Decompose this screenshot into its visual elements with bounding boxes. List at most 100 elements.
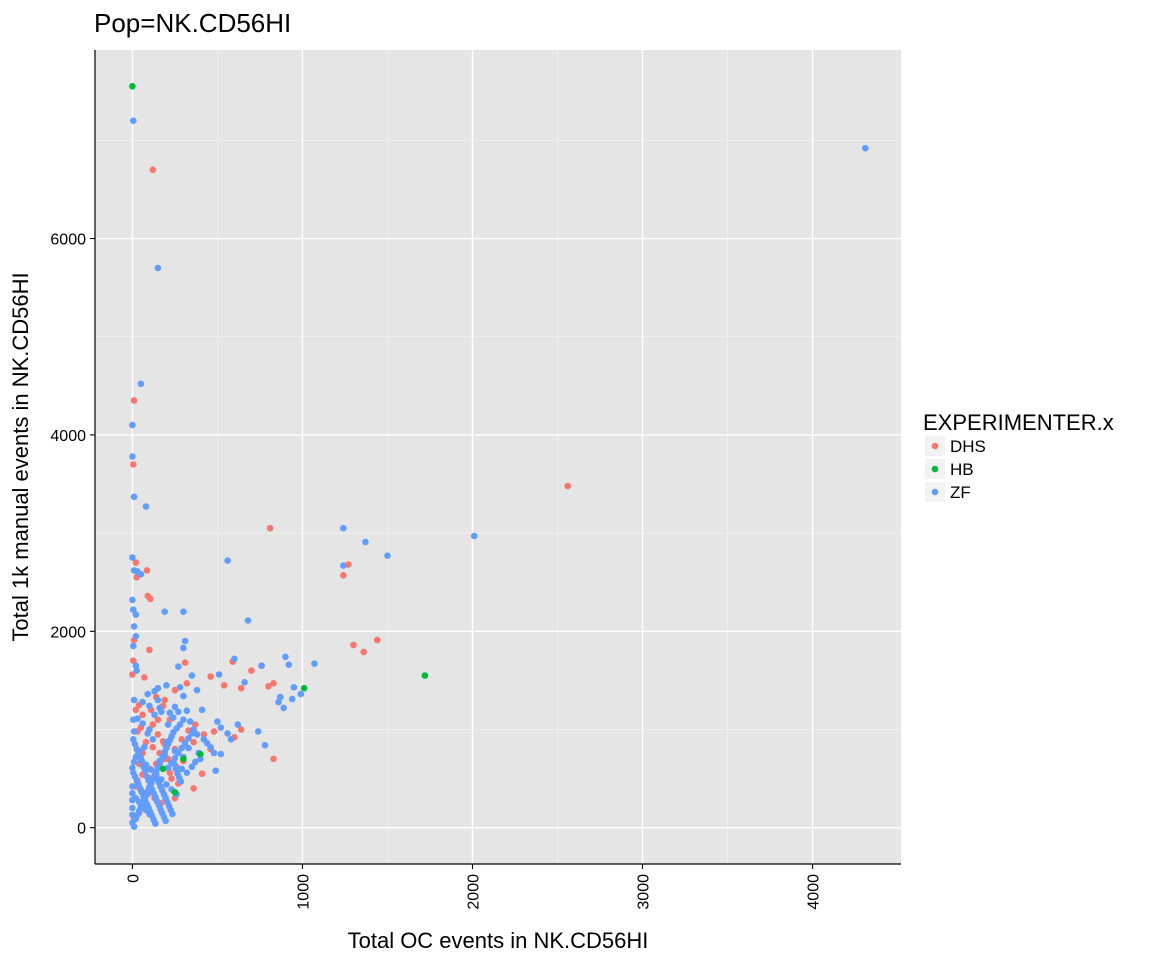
data-point-zf <box>192 758 199 766</box>
data-point-zf <box>181 637 189 645</box>
legend-label-dhs: DHS <box>950 437 986 456</box>
data-point-dhs <box>183 680 191 687</box>
data-point-dhs <box>181 659 189 666</box>
data-point-zf <box>129 554 136 561</box>
data-point-dhs <box>374 636 381 644</box>
data-point-zf <box>188 763 196 771</box>
data-point-dhs <box>340 572 347 579</box>
data-point-hb <box>197 750 204 758</box>
data-point-zf <box>152 820 159 827</box>
data-point-zf <box>130 823 138 830</box>
data-point-zf <box>129 790 136 797</box>
data-point-zf <box>137 380 145 388</box>
legend: EXPERIMENTER.x DHS HB ZF <box>923 410 1114 502</box>
data-point-zf <box>183 707 191 715</box>
data-point-zf <box>164 721 172 728</box>
data-point-dhs <box>345 561 352 568</box>
data-point-zf <box>288 695 296 703</box>
y-tick-label: 4000 <box>50 428 86 445</box>
data-point-dhs <box>130 461 137 468</box>
data-point-zf <box>151 687 158 695</box>
data-point-zf <box>185 735 192 742</box>
x-tick-label: 3000 <box>636 874 653 910</box>
x-tick-label: 2000 <box>465 874 482 910</box>
data-point-dhs <box>266 524 274 532</box>
y-axis-title: Total 1k manual events in NK.CD56HI <box>8 272 33 641</box>
data-point-zf <box>129 783 136 790</box>
data-point-zf <box>178 765 185 773</box>
legend-label-zf: ZF <box>950 483 971 502</box>
data-point-zf <box>180 716 187 723</box>
data-point-zf <box>185 744 192 752</box>
data-point-dhs <box>207 673 214 680</box>
data-point-zf <box>470 532 478 540</box>
data-point-zf <box>181 739 189 747</box>
data-point-zf <box>133 667 140 674</box>
data-point-dhs <box>132 706 140 714</box>
data-point-zf <box>144 690 151 698</box>
data-point-zf <box>178 744 185 752</box>
data-point-dhs <box>168 775 175 782</box>
legend-items: DHS HB ZF <box>925 436 986 502</box>
data-point-zf <box>311 660 318 667</box>
x-ticks: 0 1000 2000 3000 4000 <box>125 864 823 910</box>
data-point-zf <box>142 503 150 510</box>
data-point-zf <box>130 642 137 650</box>
data-point-zf <box>234 721 242 728</box>
data-point-zf <box>169 714 177 721</box>
data-point-dhs <box>132 559 140 566</box>
plot-panel <box>95 50 901 864</box>
data-point-zf <box>290 684 298 691</box>
y-tick-label: 6000 <box>50 232 86 249</box>
legend-key-dhs <box>931 442 939 450</box>
data-point-zf <box>171 703 179 711</box>
data-point-zf <box>171 754 179 762</box>
data-point-zf <box>215 671 223 678</box>
y-ticks: 0 2000 4000 6000 <box>50 232 95 838</box>
data-point-dhs <box>237 684 245 692</box>
data-point-zf <box>129 764 136 772</box>
data-points <box>129 83 869 830</box>
data-point-dhs <box>143 567 151 574</box>
data-point-dhs <box>141 674 148 681</box>
data-point-zf <box>130 758 138 766</box>
data-point-dhs <box>171 686 179 694</box>
data-point-zf <box>384 552 391 559</box>
data-point-zf <box>180 608 187 615</box>
x-tick-label: 1000 <box>295 874 312 910</box>
data-point-zf <box>137 571 145 578</box>
data-point-dhs <box>265 683 272 690</box>
data-point-zf <box>231 655 238 663</box>
data-point-zf <box>147 766 155 773</box>
data-point-dhs <box>149 166 157 174</box>
legend-key-zf <box>931 488 939 496</box>
data-point-zf <box>146 702 153 710</box>
data-point-zf <box>197 755 204 763</box>
data-point-zf <box>198 706 206 714</box>
x-tick-label: 4000 <box>806 874 823 910</box>
x-axis-title: Total OC events in NK.CD56HI <box>348 928 649 953</box>
data-point-hb <box>421 672 429 679</box>
data-point-dhs <box>161 696 168 704</box>
data-point-zf <box>146 810 153 818</box>
data-point-dhs <box>360 648 368 656</box>
data-point-zf <box>139 720 146 727</box>
data-point-zf <box>151 711 158 719</box>
data-point-zf <box>163 781 170 788</box>
data-point-zf <box>188 730 196 737</box>
data-point-zf <box>158 776 165 783</box>
data-point-zf <box>297 690 305 698</box>
data-point-zf <box>210 749 218 757</box>
data-point-zf <box>217 724 225 731</box>
data-point-zf <box>139 698 146 706</box>
data-point-zf <box>175 749 182 757</box>
data-point-dhs <box>220 682 228 689</box>
data-point-zf <box>214 718 221 725</box>
data-point-zf <box>130 623 138 630</box>
y-tick-label: 2000 <box>50 624 86 641</box>
data-point-zf <box>207 743 214 751</box>
data-point-zf <box>129 811 136 819</box>
data-point-zf <box>862 144 869 152</box>
data-point-dhs <box>139 711 146 719</box>
data-point-dhs <box>190 738 197 746</box>
